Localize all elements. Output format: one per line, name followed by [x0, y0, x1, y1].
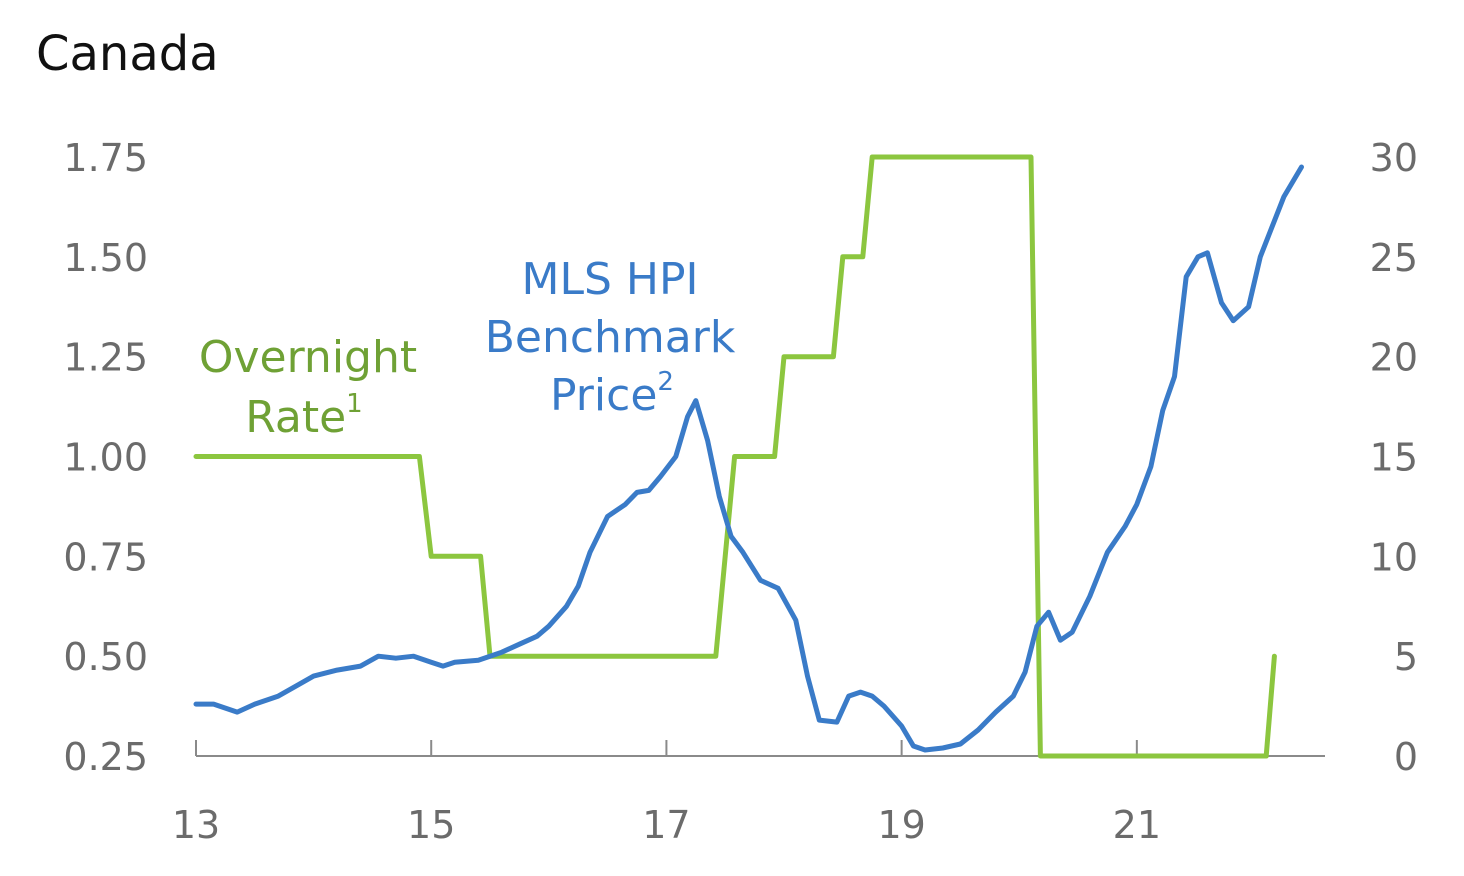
x-tick-label: 17 [642, 803, 690, 847]
right-tick-label: 20 [1370, 336, 1418, 380]
left-tick-label: 0.50 [63, 635, 148, 679]
left-tick-label: 1.75 [63, 136, 148, 180]
overnight-rate-line [193, 154, 1277, 759]
overnight-rate-label-text: Rate [245, 392, 346, 443]
x-tick-label: 19 [877, 803, 925, 847]
left-tick-label: 0.25 [63, 735, 148, 779]
svg-text:Rate1: Rate1 [245, 389, 362, 443]
left-tick-label: 1.25 [63, 336, 148, 380]
svg-text:Overnight: Overnight [199, 332, 417, 383]
chart-title: Canada [36, 26, 219, 82]
right-tick-label: 15 [1370, 436, 1418, 480]
mls-hpi-label: MLS HPI Benchmark Price2 [485, 254, 736, 421]
right-tick-label: 10 [1370, 535, 1418, 579]
left-tick-label: 1.50 [63, 236, 148, 280]
svg-text:Price2: Price2 [550, 367, 674, 421]
right-tick-label: 25 [1370, 236, 1418, 280]
left-tick-label: 0.75 [63, 535, 148, 579]
overnight-rate-label-sup: 1 [346, 389, 363, 419]
right-tick-label: 30 [1370, 136, 1418, 180]
svg-text:MLS HPI: MLS HPI [522, 254, 699, 305]
overnight-rate-label: Overnight Rate1 [199, 332, 417, 443]
x-tick-label: 15 [407, 803, 455, 847]
x-tick-label: 21 [1113, 803, 1161, 847]
mls-hpi-label-text: Price [550, 370, 657, 421]
left-tick-label: 1.00 [63, 436, 148, 480]
x-tick-label: 13 [172, 803, 220, 847]
right-axis: 0 5 10 15 20 25 30 [1370, 136, 1418, 779]
mls-hpi-label-sup: 2 [657, 367, 674, 397]
left-axis: 0.25 0.50 0.75 1.00 1.25 1.50 1.75 [63, 136, 148, 779]
svg-text:Benchmark: Benchmark [485, 312, 736, 363]
mls-hpi-line [193, 164, 1304, 753]
right-tick-label: 5 [1394, 635, 1418, 679]
right-tick-label: 0 [1394, 735, 1418, 779]
